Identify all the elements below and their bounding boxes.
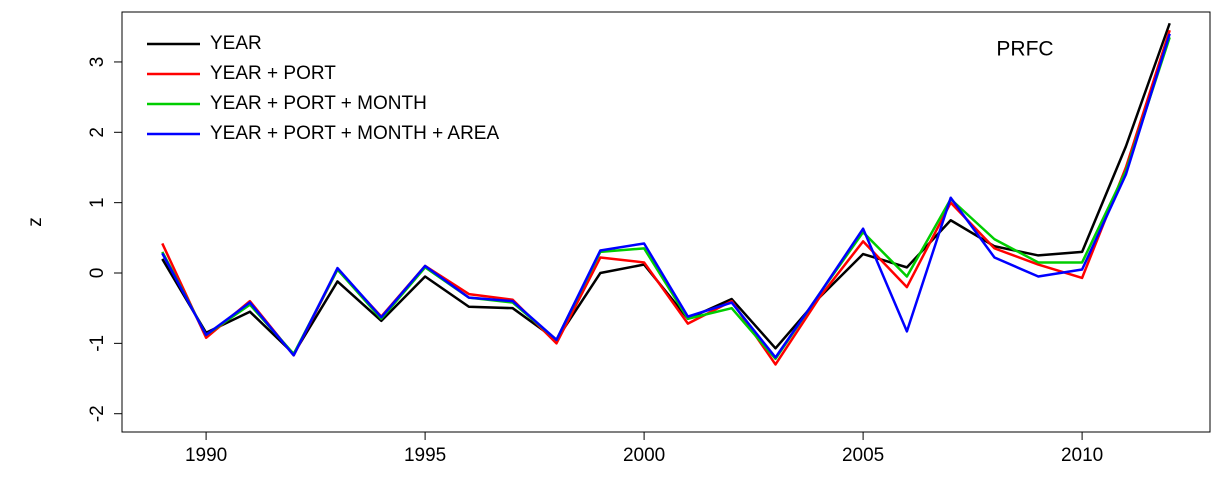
legend-label: YEAR + PORT	[210, 63, 336, 84]
plot-frame	[121, 11, 1211, 433]
legend-label: YEAR + PORT + MONTH + AREA	[210, 123, 499, 144]
y-tick-label: -2	[87, 405, 108, 422]
x-tick-label: 2010	[1061, 445, 1103, 466]
chart-title: PRFC	[996, 38, 1053, 61]
legend-label: YEAR + PORT + MONTH	[210, 93, 427, 114]
y-axis-label: z	[25, 217, 46, 227]
x-tick-label: 2000	[623, 445, 665, 466]
x-tick-label: 1995	[404, 445, 446, 466]
series-line	[161, 33, 1171, 359]
y-tick-label: 2	[87, 127, 108, 138]
x-tick-label: 1990	[185, 445, 227, 466]
x-tick-label: 2005	[842, 445, 884, 466]
y-tick-label: 3	[87, 57, 108, 68]
y-tick-label: 1	[87, 197, 108, 208]
y-tick-label: 0	[87, 268, 108, 279]
y-tick-label: -1	[87, 335, 108, 352]
series-line	[161, 36, 1171, 361]
legend-label: YEAR	[210, 33, 262, 54]
